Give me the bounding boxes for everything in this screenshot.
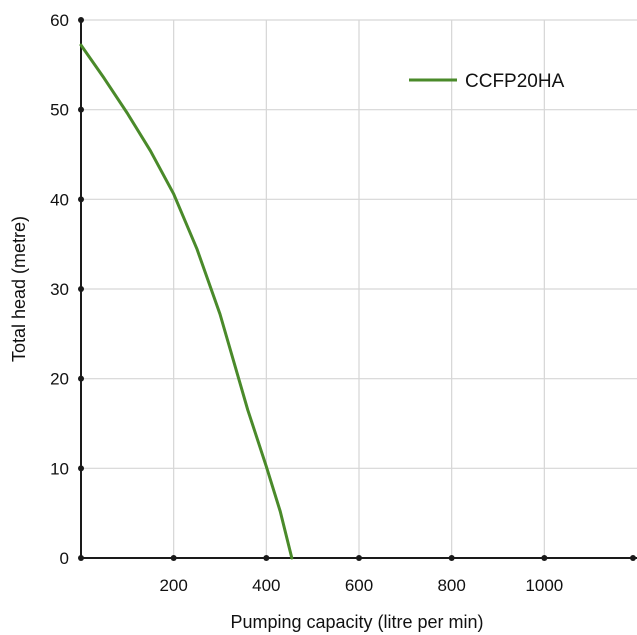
y-tick-label: 10: [50, 459, 69, 478]
y-tick-label: 50: [50, 101, 69, 120]
y-tick-mark: [78, 196, 84, 203]
y-tick-mark: [78, 286, 84, 292]
x-tick-mark: [356, 555, 362, 561]
y-tick-label: 60: [50, 11, 69, 30]
y-tick-label: 20: [50, 370, 69, 389]
y-tick-mark: [78, 106, 84, 113]
legend-label: CCFP20HA: [465, 71, 565, 92]
x-tick-label: 800: [437, 576, 465, 595]
x-axis-end-mark: [630, 555, 636, 561]
x-tick-label: 200: [159, 576, 187, 595]
x-tick-label: 400: [252, 576, 280, 595]
x-tick-label: 1000: [525, 576, 563, 595]
y-axis-title: Total head (metre): [9, 216, 29, 362]
x-tick-mark: [541, 555, 548, 561]
y-tick-mark: [78, 17, 84, 23]
y-axis-ticks: 0 10 20 30 40 50 60: [50, 11, 84, 568]
x-tick-mark: [170, 555, 177, 561]
y-tick-mark: [78, 555, 84, 561]
x-axis-title: Pumping capacity (litre per min): [230, 612, 483, 632]
y-tick-label: 40: [50, 190, 69, 209]
y-tick-label: 30: [50, 280, 69, 299]
series-line-CCFP20HA: [79, 43, 294, 560]
series: [79, 43, 294, 560]
x-tick-mark: [263, 555, 270, 561]
y-tick-mark: [78, 465, 84, 472]
x-axis-ticks: 200 400 600 800 1000: [159, 555, 636, 595]
x-tick-mark: [448, 555, 455, 561]
legend: CCFP20HA: [409, 71, 565, 92]
y-tick-mark: [78, 375, 84, 382]
y-tick-label: 0: [60, 549, 69, 568]
x-tick-label: 600: [345, 576, 373, 595]
grid: [81, 19, 637, 558]
